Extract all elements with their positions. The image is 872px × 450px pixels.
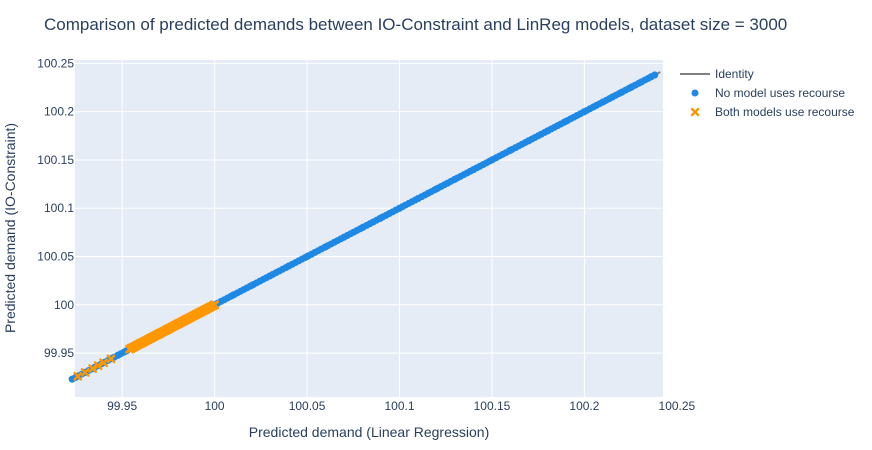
no-recourse-point (651, 71, 659, 79)
both-recourse-point (106, 354, 116, 364)
series-both-recourse (73, 300, 220, 381)
both-recourse-point (210, 300, 220, 310)
legend-x-swatch (690, 107, 700, 117)
both-recourse-point (93, 361, 103, 371)
x-tick-label: 100.2 (569, 399, 599, 413)
legend-item-identity[interactable]: Identity (680, 67, 754, 81)
x-tick-label: 100.25 (659, 399, 696, 413)
chart-title: Comparison of predicted demands between … (44, 15, 787, 34)
both-recourse-point (99, 358, 109, 368)
y-tick-label: 99.95 (44, 346, 74, 360)
x-tick-label: 100.05 (289, 399, 326, 413)
x-axis-label: Predicted demand (Linear Regression) (249, 424, 489, 440)
y-axis-label: Predicted demand (IO-Constraint) (2, 123, 18, 333)
legend-label: Both models use recourse (715, 105, 855, 119)
y-tick-label: 100.1 (44, 201, 74, 215)
y-tick-label: 100.15 (37, 153, 74, 167)
legend-label: No model uses recourse (715, 86, 845, 100)
legend-label: Identity (715, 67, 754, 81)
x-tick-label: 99.95 (107, 399, 137, 413)
legend-circle-swatch (691, 89, 699, 97)
x-tick-label: 100 (205, 399, 225, 413)
plot-area (75, 60, 663, 397)
both-recourse-point (73, 371, 83, 381)
grid-lines (75, 60, 678, 397)
x-axis-ticks: 99.95 100 100.05 100.1 100.15 100.2 100.25 (107, 399, 695, 413)
y-axis-ticks: 99.95 100 100.05 100.1 100.15 100.2 100.25 (37, 56, 74, 360)
y-tick-label: 100.2 (44, 105, 74, 119)
y-tick-label: 100 (54, 298, 74, 312)
y-tick-label: 100.25 (37, 56, 74, 70)
legend[interactable]: Identity No model uses recourse Both model… (680, 67, 855, 119)
x-tick-label: 100.1 (384, 399, 414, 413)
legend-item-both-recourse[interactable]: Both models use recourse (690, 105, 855, 119)
plot-marks (68, 71, 661, 383)
x-tick-label: 100.15 (474, 399, 511, 413)
y-tick-label: 100.05 (37, 250, 74, 264)
both-recourse-point (88, 364, 97, 373)
both-recourse-point (80, 367, 90, 377)
legend-item-no-recourse[interactable]: No model uses recourse (691, 86, 846, 100)
